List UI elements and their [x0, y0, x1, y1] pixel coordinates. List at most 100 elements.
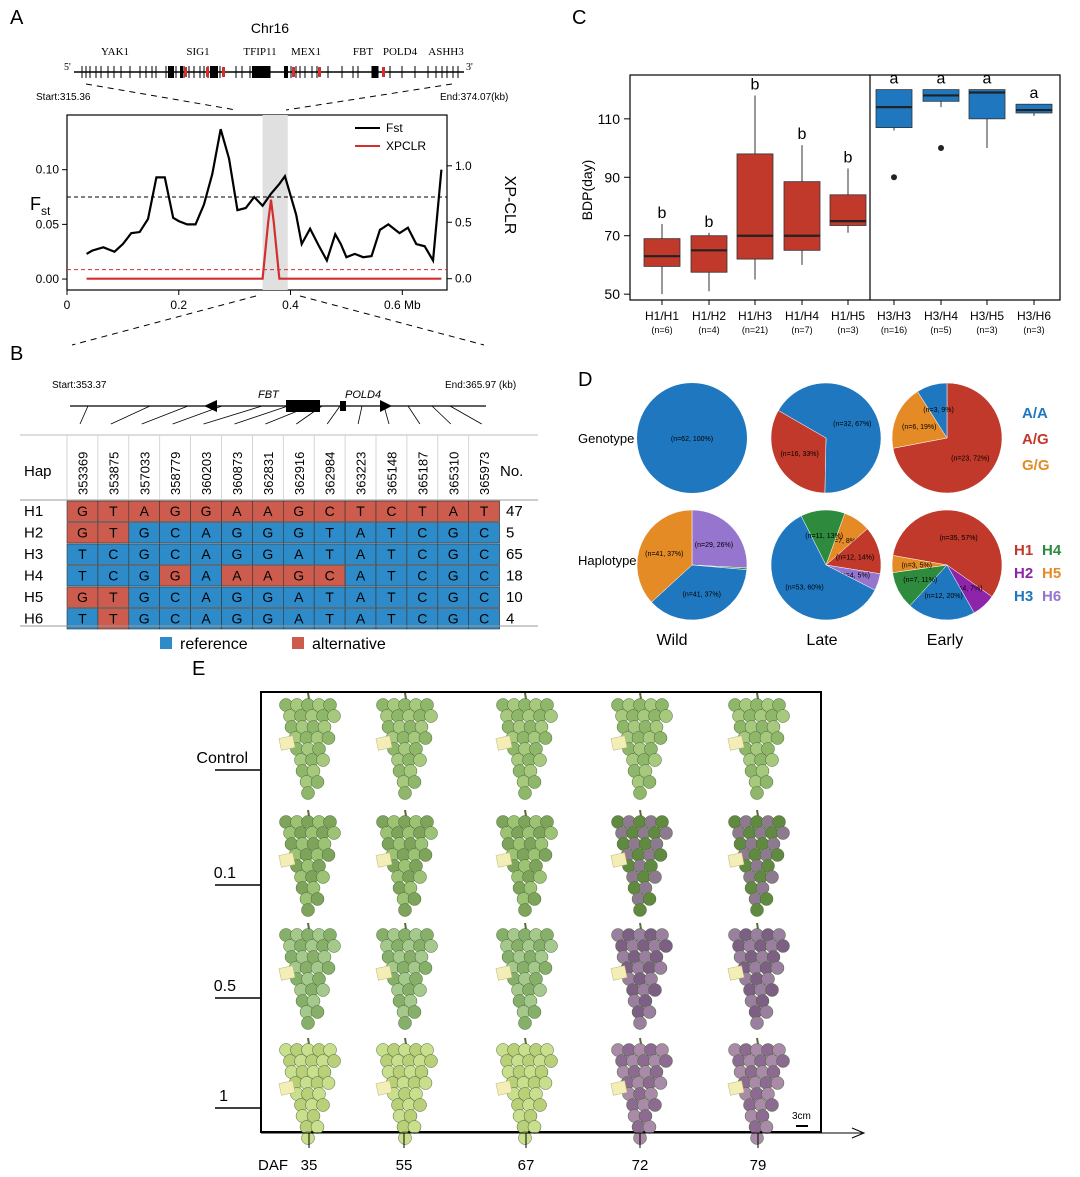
haplotype-wild-slice-label: (n=41, 37%) [683, 592, 721, 599]
legend-h3: H3 [1014, 588, 1033, 605]
genotype-cell [468, 500, 500, 522]
base-letter: A [356, 589, 366, 605]
base-letter: C [417, 589, 427, 605]
base-letter: T [109, 611, 118, 627]
base-letter: G [293, 525, 304, 541]
gene-marker [382, 67, 385, 77]
gene-label-yak1: YAK1 [101, 46, 129, 58]
snp-position: 363223 [354, 452, 369, 495]
base-letter: T [356, 503, 365, 519]
snp-position: 360203 [199, 452, 214, 495]
label-tag [727, 852, 745, 868]
base-letter: T [78, 568, 87, 584]
snp-connector [79, 405, 89, 425]
base-letter: G [232, 525, 243, 541]
three-prime-label: 3' [466, 62, 473, 73]
box [875, 89, 913, 128]
haplotype-late-slice [770, 515, 876, 621]
base-letter: T [387, 568, 396, 584]
snp-connector [172, 405, 223, 425]
legend-h2: H2 [1014, 565, 1033, 582]
label-tag [375, 1080, 393, 1096]
genotype-early-slice [891, 391, 948, 449]
base-letter: T [387, 546, 396, 562]
column-label-late: Late [806, 632, 837, 649]
gene-end-label: End:365.97 (kb) [445, 380, 516, 391]
base-letter: T [325, 546, 334, 562]
gene-block [168, 66, 174, 78]
hap-name-h6: H6 [24, 611, 43, 628]
base-letter: G [77, 503, 88, 519]
hap-name-h3: H3 [24, 546, 43, 563]
haplotype-wild-slice-label: (n=29, 26%) [695, 542, 733, 549]
panel-letter-e: E [192, 658, 205, 680]
grape-bunch [375, 1037, 438, 1145]
haplotype-early-slice [891, 555, 948, 573]
base-letter: C [479, 546, 489, 562]
genotype-row-label: Genotype [578, 431, 634, 446]
significance-letter: b [798, 126, 807, 143]
base-letter: T [109, 525, 118, 541]
label-tag [610, 1080, 628, 1096]
grape-bunch [278, 809, 341, 917]
base-letter: C [386, 503, 396, 519]
box [690, 235, 728, 273]
hap-column-header: Hap [24, 463, 52, 480]
gene-start-label: Start:353.37 [52, 380, 107, 391]
haplotype-early-slice-label: (n=12, 20%) [924, 593, 962, 600]
base-letter: C [325, 568, 335, 584]
base-letter: T [78, 611, 87, 627]
gene-label-fbt: FBT [353, 46, 373, 58]
fst-xpclr-plot: 0 0.2 0.4 0.6 Mb 0.00 0.05 0.10 0.0 0.5 1.0 Fst X… [30, 114, 518, 312]
genotype-cell [468, 608, 500, 630]
genotype-cell [468, 543, 500, 565]
base-letter: A [232, 568, 242, 584]
label-tag [727, 735, 745, 751]
significance-letter: b [751, 76, 760, 93]
base-letter: G [262, 525, 273, 541]
genotype-early-slice-label: (n=3, 9%) [923, 407, 954, 414]
label-tag [278, 735, 296, 751]
fst-axis-label: Fst [30, 194, 51, 218]
day-label-55: 55 [396, 1157, 413, 1174]
significance-letter: b [844, 150, 853, 167]
grape-bunch [610, 692, 673, 800]
category-label: H1/H2 [692, 309, 726, 323]
snp-connector [326, 405, 341, 425]
region-start-label: Start:315.36 [36, 92, 91, 103]
gene-block [210, 66, 218, 78]
sample-size-label: (n=3) [976, 325, 997, 335]
label-tag [495, 1080, 513, 1096]
snp-connector [383, 405, 390, 425]
legend: Fst XPCLR [355, 121, 426, 153]
grape-bunch [610, 922, 673, 1030]
box [736, 153, 774, 260]
hap-count: 5 [506, 525, 514, 542]
snp-position: 365973 [477, 452, 492, 495]
snp-connector [431, 405, 452, 425]
base-letter: G [139, 546, 150, 562]
significance-letter: b [658, 205, 667, 222]
bdp-axis-label: BDP(day) [579, 160, 595, 221]
category-label: H1/H3 [738, 309, 772, 323]
base-letter: C [108, 568, 118, 584]
haplotype-early-slice [909, 564, 975, 621]
haplotype-early-slice-label: (n=4, 7%) [952, 585, 983, 592]
haplotype-early-slice-label: (n=7, 11%) [903, 577, 937, 584]
base-letter: C [170, 546, 180, 562]
boxplot-panel: BDP(day) 50 70 90 110 b H1/H1 (n=6) b H1/H2 (n=4)… [579, 71, 1061, 335]
base-letter: A [356, 525, 366, 541]
grape-bunch [375, 692, 438, 800]
base-letter: A [356, 546, 366, 562]
category-label: H3/H5 [970, 309, 1004, 323]
genotype-early-slice-label: (n=6, 19%) [902, 424, 936, 431]
genotype-wild-slice [637, 383, 747, 493]
genotype-cell [468, 522, 500, 544]
count-column-header: No. [500, 463, 523, 480]
xpclr-axis-label: XP-CLR [501, 176, 518, 235]
day-label-72: 72 [632, 1157, 649, 1174]
gene-block [180, 66, 183, 78]
day-label-35: 35 [301, 1157, 318, 1174]
haplotype-late-slice-label: (n=4, 5%) [839, 572, 870, 579]
genotype-cell [468, 586, 500, 608]
